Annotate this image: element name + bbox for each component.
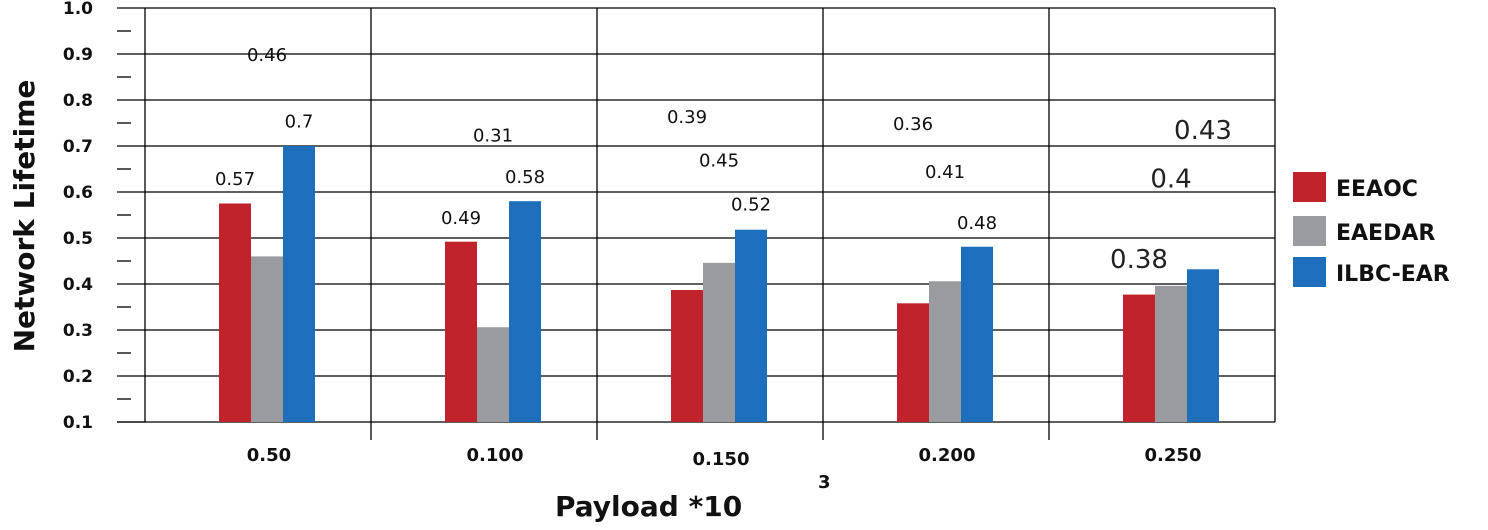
data-label: 0.7 (285, 112, 314, 133)
data-label: 0.36 (893, 114, 933, 135)
y-tick-label: 0.8 (63, 91, 93, 111)
data-label: 0.48 (957, 213, 997, 234)
data-label: 0.31 (473, 125, 513, 146)
x-tick-label: 0.200 (919, 445, 976, 466)
data-label: 0.45 (699, 151, 739, 172)
x-axis-ticks: 0.50 0.100 0.150 0.200 0.250 (247, 445, 1202, 470)
y-tick-label: 0.3 (63, 321, 93, 341)
y-tick-label: 0.1 (63, 413, 93, 433)
bar-ilbc-ear (735, 229, 767, 422)
x-axis-title: Payload *10 (555, 490, 742, 523)
x-tick-label: 0.50 (247, 445, 291, 466)
legend-swatch-eaedar (1293, 216, 1326, 246)
bar-ilbc-ear (509, 201, 541, 422)
bar-eeaoc (897, 303, 929, 422)
y-tick-label: 0.7 (63, 137, 93, 157)
y-axis-ticks: 0.1 0.2 0.3 0.4 0.5 0.6 0.7 0.8 0.9 1.0 (63, 0, 145, 433)
x-axis-title-superscript: 3 (818, 472, 831, 493)
y-tick-label: 0.6 (63, 183, 93, 203)
bar-eaedar (1155, 285, 1187, 422)
bar-ilbc-ear (961, 246, 993, 422)
bar-ilbc-ear (1187, 269, 1219, 422)
y-tick-label: 0.9 (63, 45, 93, 65)
bar-eaedar (251, 256, 283, 422)
data-label: 0.4 (1150, 164, 1191, 194)
bar-eeaoc (445, 241, 477, 422)
legend-label-ilbc-ear: ILBC-EAR (1336, 262, 1450, 287)
data-label: 0.43 (1174, 116, 1232, 146)
data-label: 0.41 (925, 162, 965, 183)
data-label: 0.38 (1110, 245, 1168, 275)
legend: EEAOC EAEDAR ILBC-EAR (1293, 172, 1450, 287)
bar-eeaoc (219, 203, 251, 422)
bar-ilbc-ear (283, 146, 315, 422)
bar-eeaoc (1123, 294, 1155, 422)
bar-eaedar (477, 327, 509, 422)
x-tick-label: 0.250 (1145, 445, 1202, 466)
bars (219, 146, 1219, 422)
data-labels: 0.57 0.46 0.7 0.49 0.31 0.58 0.39 0.45 0.52 0.36 0… (215, 45, 1232, 275)
data-label: 0.46 (247, 45, 287, 66)
y-tick-label: 1.0 (63, 0, 93, 19)
data-label: 0.39 (667, 107, 707, 128)
grid (145, 7, 1275, 440)
legend-swatch-eeaoc (1293, 172, 1326, 202)
y-tick-label: 0.5 (63, 229, 93, 249)
legend-swatch-ilbc-ear (1293, 257, 1326, 287)
bar-eaedar (929, 281, 961, 422)
data-label: 0.52 (731, 194, 771, 215)
bar-eeaoc (671, 289, 703, 422)
data-label: 0.58 (505, 167, 545, 188)
legend-label-eaedar: EAEDAR (1336, 221, 1435, 246)
data-label: 0.57 (215, 169, 255, 190)
bar-eaedar (703, 262, 735, 422)
legend-label-eeaoc: EEAOC (1336, 177, 1418, 202)
data-label: 0.49 (441, 208, 481, 229)
y-tick-label: 0.4 (63, 275, 93, 295)
y-axis-title: Network Lifetime (8, 80, 41, 353)
x-tick-label: 0.150 (693, 449, 750, 470)
x-tick-label: 0.100 (467, 445, 524, 466)
y-tick-label: 0.2 (63, 367, 93, 387)
